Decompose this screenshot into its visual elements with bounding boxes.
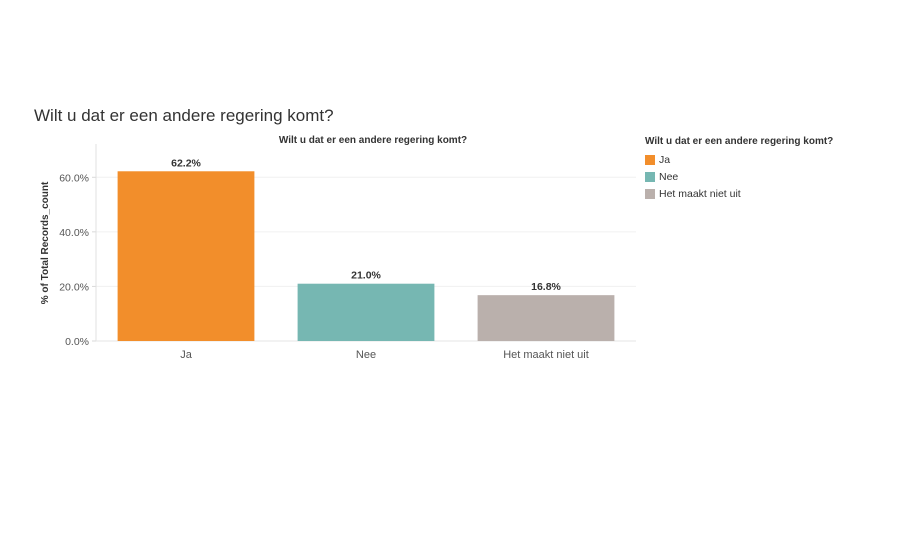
legend-label: Nee (659, 170, 679, 183)
legend-item[interactable]: Ja (645, 151, 900, 168)
legend-swatch (645, 171, 655, 182)
y-tick-label: 20.0% (59, 281, 89, 293)
legend-title: Wilt u dat er een andere regering komt? (645, 136, 834, 147)
sheet-title: Wilt u dat er een andere regering komt? (34, 106, 334, 125)
y-axis-label: % of Total Records_count (40, 181, 51, 304)
legend: Wilt u dat er een andere regering komt? … (645, 136, 900, 202)
data-label: 21.0% (351, 270, 381, 282)
bar-ja (117, 171, 255, 341)
legend-items: Ja Nee Het maakt niet uit (645, 151, 900, 202)
x-tick-label: Ja (180, 349, 193, 361)
bar-nee (297, 283, 435, 341)
x-tick-label: Het maakt niet uit (503, 349, 589, 361)
legend-swatch (645, 188, 655, 199)
bars (117, 171, 615, 341)
legend-item[interactable]: Nee (645, 168, 900, 185)
labels: 0.0% 20.0% 40.0% 60.0% 62.2% Ja 21.0% Nee 16.8% H… (59, 157, 589, 361)
y-tick-label: 60.0% (59, 172, 89, 184)
bar-het-maakt-niet-uit (477, 295, 615, 341)
y-tick-label: 40.0% (59, 227, 89, 239)
legend-swatch (645, 154, 655, 165)
chart-title: Wilt u dat er een andere regering komt? (279, 135, 467, 146)
data-label: 16.8% (531, 281, 561, 293)
legend-label: Het maakt niet uit (659, 187, 741, 200)
x-tick-label: Nee (356, 349, 376, 361)
legend-label: Ja (659, 153, 671, 166)
legend-item[interactable]: Het maakt niet uit (645, 185, 900, 202)
data-label: 62.2% (171, 157, 201, 169)
y-tick-label: 0.0% (65, 336, 89, 348)
